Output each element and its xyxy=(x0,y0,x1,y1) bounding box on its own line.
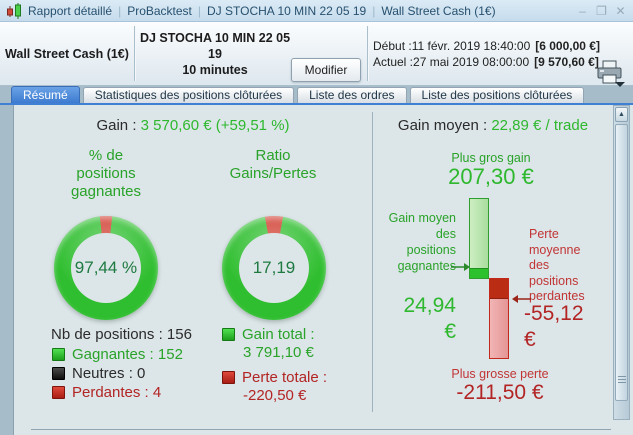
legend-gagnantes: Gagnantes : 152 xyxy=(52,346,183,363)
legend-perdantes-label: Perdantes : 4 xyxy=(72,384,162,401)
tab-resume[interactable]: Résumé xyxy=(11,86,80,103)
green-square-icon xyxy=(222,328,235,341)
scrollbar-grip xyxy=(618,379,626,380)
actuel-date: 27 mai 2019 08:00:00 xyxy=(413,54,530,69)
debut-amount: [6 000,00 €] xyxy=(535,38,600,53)
perte-moyenne-segment xyxy=(490,279,508,299)
plus-grosse-perte-label: Plus grosse perte xyxy=(451,367,549,381)
tabs: Résumé Statistiques des positions clôtur… xyxy=(11,86,585,103)
strategy-section: DJ STOCHA 10 MIN 22 05 19 10 minutes Mod… xyxy=(135,22,367,85)
legend-gagnantes-label: Gagnantes : 152 xyxy=(72,346,183,363)
plus-grosse-perte-value: -211,50 € xyxy=(456,381,544,404)
plus-gros-gain-value: 207,30 € xyxy=(448,164,534,189)
window-title: Rapport détaillé | ProBacktest | DJ STOCHA 1… xyxy=(28,4,496,18)
bottom-rule xyxy=(31,429,611,430)
tab-underline xyxy=(0,103,633,105)
gain-moyen-gagnantes-label: Gain moyen des positions gagnantes xyxy=(388,211,456,273)
panel-divider xyxy=(372,112,373,412)
arrow-right-icon xyxy=(451,263,470,271)
gain-moyen-segment xyxy=(470,268,488,278)
gain-summary: Gain : 3 570,60 € (+59,51 %) xyxy=(14,117,372,134)
tab-bar: Résumé Statistiques des positions clôtur… xyxy=(0,86,633,105)
ratio-title: Ratio Gains/Pertes xyxy=(229,147,317,182)
perte-totale-block: Perte totale : -220,50 € xyxy=(222,369,327,405)
actuel-row: Actuel : 27 mai 2019 08:00:00 [9 570,60 … xyxy=(373,54,599,69)
legend-neutres-label: Neutres : 0 xyxy=(72,365,146,382)
gain-moyen-summary: Gain moyen : 22,89 € / trade xyxy=(372,117,614,134)
header-divider xyxy=(134,26,135,81)
title-separator: | xyxy=(118,3,122,18)
gain-label: Gain : xyxy=(96,117,137,134)
winrate-value: 97,44 % xyxy=(71,233,141,303)
ratio-donut-chart: 17,19 xyxy=(222,216,326,320)
tab-liste-ordres[interactable]: Liste des ordres xyxy=(297,87,407,103)
gain-bar-chart xyxy=(469,198,489,279)
strategy-timeframe: 10 minutes xyxy=(182,62,248,77)
scroll-up-icon[interactable]: ▲ xyxy=(615,107,628,122)
perte-moyenne-perdantes-value: -55,12 € xyxy=(524,302,584,351)
resume-panel: Gain : 3 570,60 € (+59,51 %) % de positi… xyxy=(13,105,633,435)
title-part-account: Wall Street Cash (1€) xyxy=(381,3,496,18)
title-part-report: Rapport détaillé xyxy=(28,3,113,18)
debut-date: 11 févr. 2019 18:40:00 xyxy=(411,38,531,53)
legend-neutres: Neutres : 0 xyxy=(52,365,145,382)
arrow-left-icon xyxy=(512,295,531,303)
debut-label: Début : xyxy=(373,38,412,53)
perte-totale-label: Perte totale : xyxy=(242,369,328,386)
title-separator: | xyxy=(197,3,202,18)
actuel-amount: [9 570,60 €] xyxy=(534,54,599,69)
green-square-icon xyxy=(52,348,65,361)
tab-statistiques[interactable]: Statistiques des positions clôturées xyxy=(82,87,295,103)
perte-bar-chart xyxy=(489,278,509,359)
debut-row: Début : 11 févr. 2019 18:40:00 [6 000,00… xyxy=(373,38,600,53)
dates-section: Début : 11 févr. 2019 18:40:00 [6 000,00… xyxy=(368,22,600,85)
report-header: Wall Street Cash (1€) DJ STOCHA 10 MIN 2… xyxy=(0,22,633,88)
account-name: Wall Street Cash (1€) xyxy=(5,46,129,61)
perte-totale-value: -220,50 € xyxy=(243,387,307,404)
title-part-module: ProBacktest xyxy=(127,3,192,18)
legend-perdantes: Perdantes : 4 xyxy=(52,384,161,401)
title-separator: | xyxy=(372,3,376,18)
gain-value: 3 570,60 € (+59,51 %) xyxy=(140,117,290,134)
print-icon[interactable] xyxy=(594,60,626,88)
titlebar: Rapport détaillé | ProBacktest | DJ STOCHA 1… xyxy=(0,0,633,22)
gain-total-value: 3 791,10 € xyxy=(243,344,314,361)
modify-button[interactable]: Modifier xyxy=(291,58,361,82)
red-square-icon xyxy=(222,371,235,384)
close-icon[interactable]: ✕ xyxy=(615,3,626,18)
minimize-icon[interactable]: – xyxy=(579,3,586,18)
strategy-name: DJ STOCHA 10 MIN 22 05 19 10 minutes xyxy=(139,22,291,85)
black-square-icon xyxy=(52,367,65,380)
candlestick-app-icon xyxy=(7,2,21,19)
ratio-value: 17,19 xyxy=(239,233,309,303)
gain-moyen-label: Gain moyen : xyxy=(397,117,488,134)
actuel-label: Actuel : xyxy=(373,54,414,69)
winrate-title: % de positions gagnantes xyxy=(70,147,142,200)
nb-positions: Nb de positions : 156 xyxy=(51,326,192,343)
tab-liste-positions[interactable]: Liste des positions clôturées xyxy=(409,87,585,103)
vertical-scrollbar[interactable]: ▲ xyxy=(613,105,630,420)
window-controls: – ❐ ✕ xyxy=(576,4,627,18)
strategy-title: DJ STOCHA 10 MIN 22 05 19 xyxy=(139,30,291,61)
winrate-donut-chart: 97,44 % xyxy=(54,216,158,320)
gain-total-block: Gain total : 3 791,10 € xyxy=(222,326,315,362)
perte-moyenne-perdantes-label: Perte moyenne des positions perdantes xyxy=(529,227,585,303)
plus-gros-gain-label: Plus gros gain xyxy=(451,151,531,165)
red-square-icon xyxy=(52,386,65,399)
scrollbar-thumb[interactable] xyxy=(615,124,628,401)
gain-total-label: Gain total : xyxy=(242,326,315,343)
title-part-strategy: DJ STOCHA 10 MIN 22 05 19 xyxy=(207,3,367,18)
header-divider xyxy=(367,26,368,81)
gain-moyen-value: 22,89 € / trade xyxy=(491,117,589,134)
maximize-icon[interactable]: ❐ xyxy=(596,3,607,18)
gain-moyen-gagnantes-value: 24,94 € xyxy=(403,294,456,343)
